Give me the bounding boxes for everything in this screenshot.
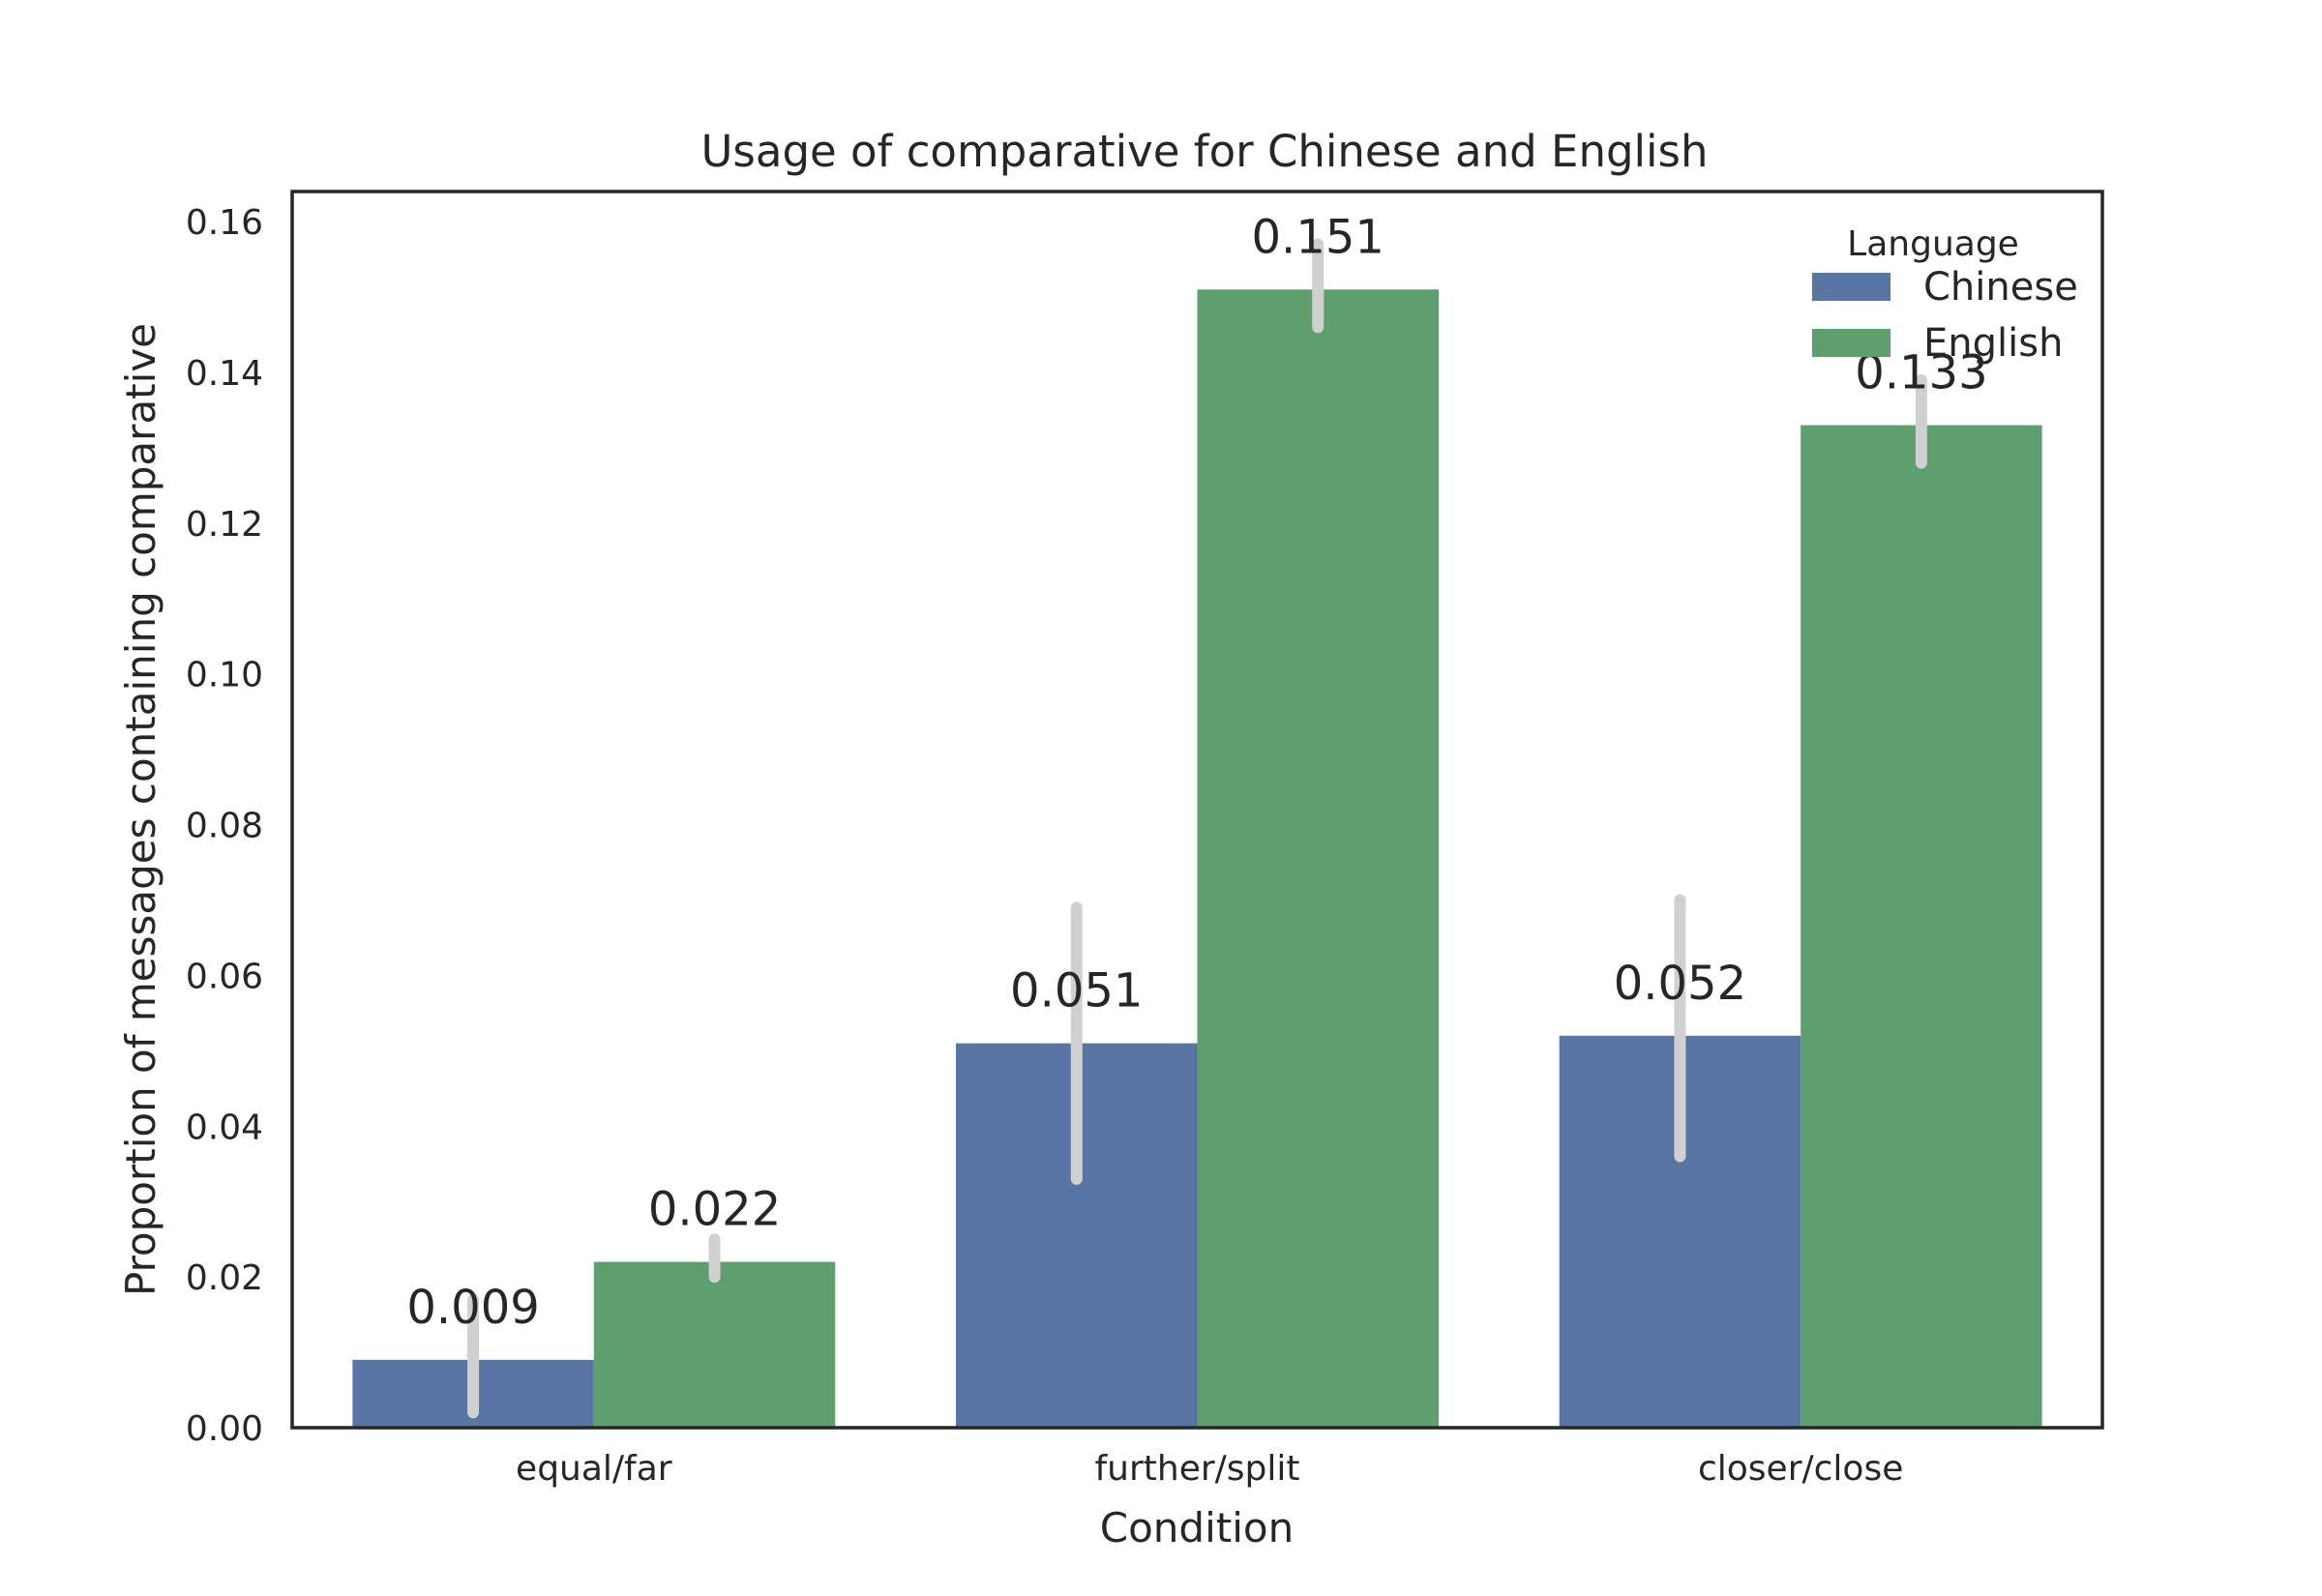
bar-value-label: 0.051	[1010, 964, 1143, 1019]
legend: Language Chinese English	[1812, 224, 2078, 366]
y-axis-label: Proportion of messages containing compar…	[117, 323, 164, 1296]
y-tick-label: 0.16	[186, 203, 263, 243]
bar-value-label: 0.151	[1252, 210, 1384, 264]
y-tick-label: 0.02	[186, 1258, 263, 1298]
y-tick-label: 0.14	[186, 354, 263, 394]
y-tick-label: 0.12	[186, 505, 263, 545]
y-tick-label: 0.06	[186, 957, 263, 996]
legend-swatch-chinese	[1812, 273, 1890, 301]
y-tick-label: 0.04	[186, 1108, 263, 1147]
y-tick-label: 0.08	[186, 807, 263, 846]
bar-english-1	[1197, 289, 1439, 1428]
bar-english-2	[1801, 425, 2042, 1428]
bar-value-label: 0.022	[648, 1183, 781, 1237]
legend-label-english: English	[1923, 321, 2063, 366]
y-axis: 0.00 0.02 0.04 0.06 0.08 0.10 0.12 0.14 0.16	[186, 203, 263, 1449]
bar-value-label: 0.009	[406, 1281, 539, 1335]
errorbars-group	[467, 238, 1927, 1419]
x-tick-label: equal/far	[516, 1449, 672, 1489]
x-tick-label: further/split	[1094, 1449, 1299, 1489]
bar-english-0	[593, 1261, 836, 1428]
bars-group	[352, 289, 2042, 1428]
chart-title: Usage of comparative for Chinese and Eng…	[701, 126, 1709, 177]
legend-swatch-english	[1812, 329, 1890, 357]
legend-label-chinese: Chinese	[1923, 265, 2078, 310]
x-axis: equal/far further/split closer/close	[516, 1449, 1903, 1489]
plot-frame	[290, 190, 2104, 1430]
x-tick-label: closer/close	[1698, 1449, 1903, 1489]
x-axis-label: Condition	[1100, 1504, 1294, 1552]
bar-value-label: 0.052	[1614, 957, 1746, 1011]
y-tick-label: 0.00	[186, 1409, 263, 1449]
legend-title: Language	[1847, 224, 2019, 264]
y-tick-label: 0.10	[186, 656, 263, 695]
